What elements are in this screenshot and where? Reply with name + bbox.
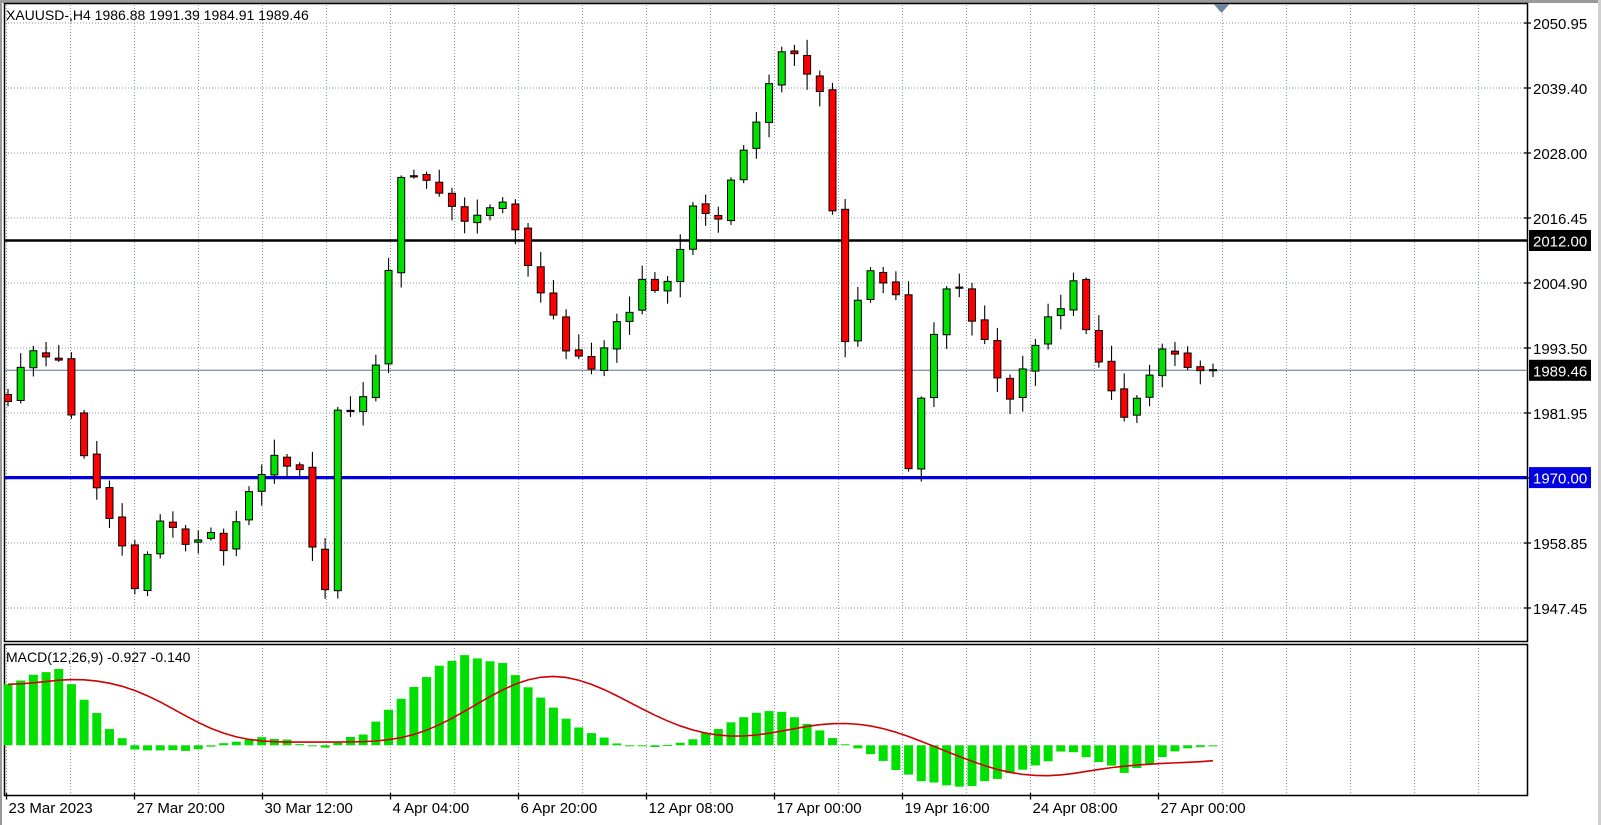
svg-text:MACD(12,26,9) -0.927 -0.140: MACD(12,26,9) -0.927 -0.140	[6, 649, 191, 665]
svg-text:2039.40: 2039.40	[1533, 81, 1587, 98]
svg-text:4 Apr 04:00: 4 Apr 04:00	[393, 800, 470, 817]
svg-text:2004.90: 2004.90	[1533, 276, 1587, 293]
svg-text:XAUUSD-,H4 1986.88 1991.39 19: XAUUSD-,H4 1986.88 1991.39 1984.91 1989.…	[6, 7, 309, 23]
svg-text:1989.46: 1989.46	[1533, 363, 1587, 380]
svg-text:19 Apr 16:00: 19 Apr 16:00	[905, 800, 990, 817]
svg-text:1993.50: 1993.50	[1533, 341, 1587, 358]
svg-text:1958.85: 1958.85	[1533, 536, 1587, 553]
svg-text:1981.95: 1981.95	[1533, 406, 1587, 423]
svg-text:27 Mar 20:00: 27 Mar 20:00	[137, 800, 225, 817]
svg-text:2028.00: 2028.00	[1533, 146, 1587, 163]
svg-text:12 Apr 08:00: 12 Apr 08:00	[649, 800, 734, 817]
svg-text:2012.00: 2012.00	[1533, 234, 1587, 251]
svg-text:1947.45: 1947.45	[1533, 601, 1587, 618]
svg-text:2050.95: 2050.95	[1533, 16, 1587, 33]
svg-text:17 Apr 00:00: 17 Apr 00:00	[777, 800, 862, 817]
svg-text:6 Apr 20:00: 6 Apr 20:00	[521, 800, 598, 817]
svg-text:30 Mar 12:00: 30 Mar 12:00	[265, 800, 353, 817]
svg-text:27 Apr 00:00: 27 Apr 00:00	[1161, 800, 1246, 817]
svg-text:23 Mar 2023: 23 Mar 2023	[9, 800, 93, 817]
svg-text:2016.45: 2016.45	[1533, 211, 1587, 228]
svg-text:1970.00: 1970.00	[1533, 471, 1587, 488]
svg-text:24 Apr 08:00: 24 Apr 08:00	[1033, 800, 1118, 817]
